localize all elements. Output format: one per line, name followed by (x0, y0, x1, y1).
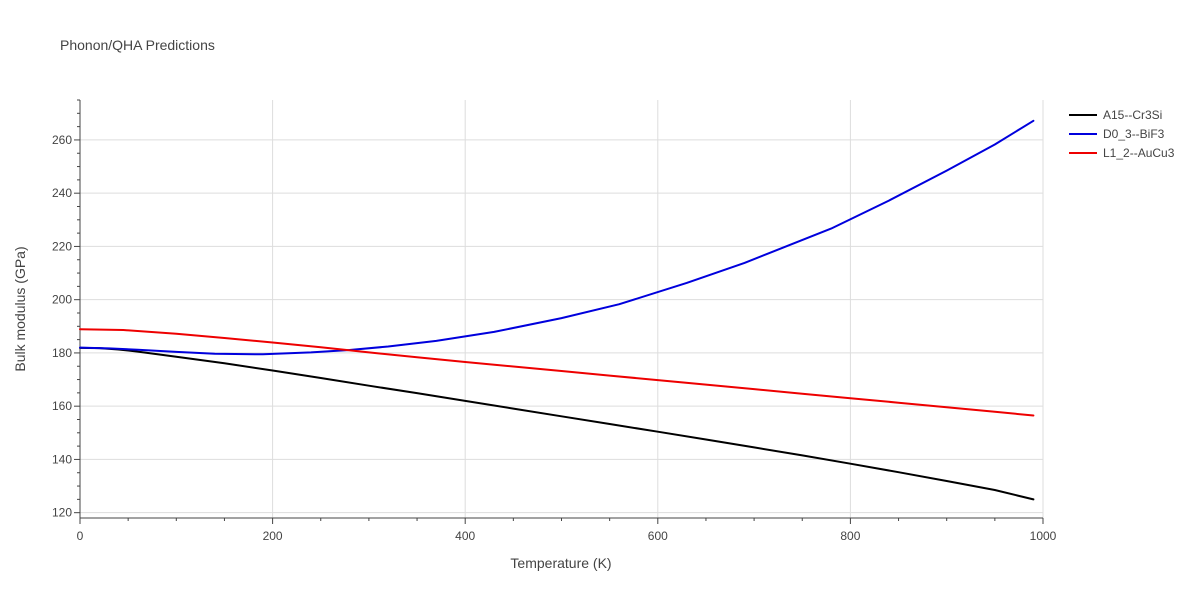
y-tick-label: 260 (52, 133, 72, 147)
axes: 0 200 400 600 800 1000 120 140 160 180 200 220 240 26… (52, 99, 1057, 543)
y-tick-label: 160 (52, 399, 72, 413)
x-tick-label: 200 (263, 529, 283, 543)
y-tick-label: 220 (52, 239, 72, 253)
y-axis-title: Bulk modulus (GPa) (12, 246, 28, 371)
series-line-1 (79, 346, 1035, 501)
x-axis-title: Temperature (K) (510, 555, 611, 571)
legend-label: A15--Cr3Si (1103, 108, 1162, 122)
series-line-3 (79, 328, 1035, 417)
y-tick-label: 240 (52, 186, 72, 200)
y-tick-label: 120 (52, 506, 72, 520)
y-tick-label: 180 (52, 346, 72, 360)
x-tick-label: 0 (77, 529, 84, 543)
legend-label: D0_3--BiF3 (1103, 127, 1165, 141)
series-line-2 (79, 119, 1035, 356)
x-tick-label: 1000 (1030, 529, 1057, 543)
series-lines (79, 119, 1035, 501)
y-tick-label: 200 (52, 293, 72, 307)
grid-lines (80, 100, 1044, 518)
legend: A15--Cr3Si D0_3--BiF3 L1_2--AuCu3 (1069, 108, 1175, 160)
x-tick-label: 800 (840, 529, 860, 543)
chart-title: Phonon/QHA Predictions (60, 37, 215, 53)
x-tick-label: 600 (648, 529, 668, 543)
y-tick-label: 140 (52, 452, 72, 466)
x-tick-label: 400 (455, 529, 475, 543)
legend-label: L1_2--AuCu3 (1103, 146, 1175, 160)
